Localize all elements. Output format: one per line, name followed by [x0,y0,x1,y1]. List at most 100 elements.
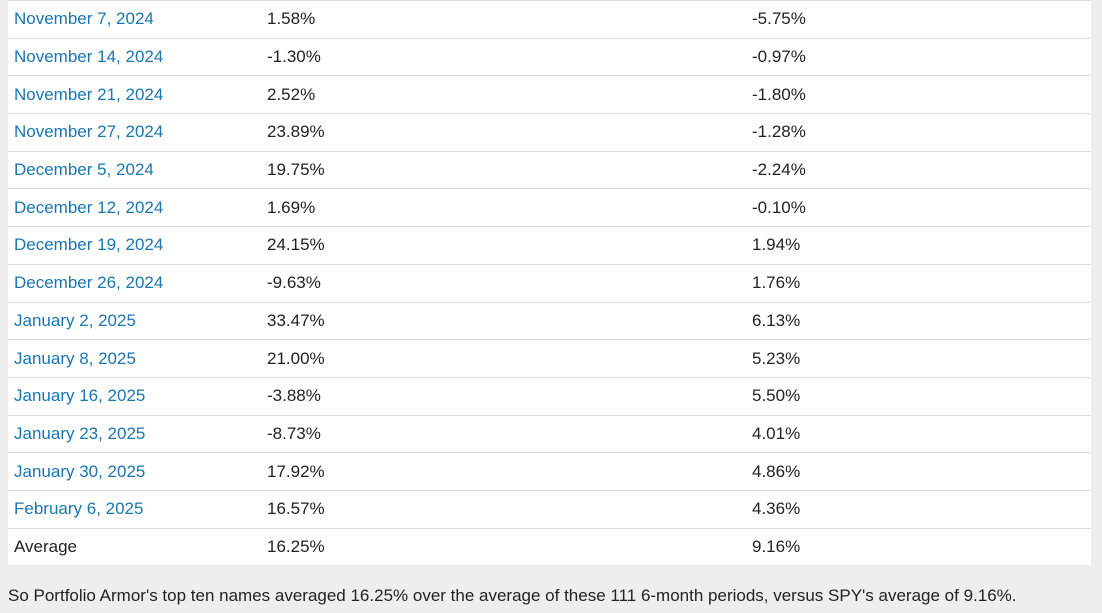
return-value: 16.57% [267,499,325,519]
return-value: -0.10% [752,197,806,217]
table-cell: November 27, 2024 [8,113,261,152]
table-cell: January 2, 2025 [8,301,261,340]
table-row: November 27, 2024 23.89% -1.28% [8,113,1091,152]
table-cell: 4.36% [746,489,1091,529]
return-value: 33.47% [267,310,325,330]
table-cell: December 12, 2024 [8,188,261,227]
footer-text: So Portfolio Armor's top ten names avera… [8,586,1017,605]
table-cell: 1.76% [746,263,1091,302]
table-cell: -0.97% [746,37,1091,76]
table-cell: January 8, 2025 [8,339,261,378]
date-link[interactable]: January 30, 2025 [14,461,146,481]
return-value: -1.80% [752,84,806,104]
return-value: -0.97% [752,47,806,67]
table-cell: November 7, 2024 [8,0,261,39]
table-row: Average 16.25% 9.16% [8,527,1091,566]
table-row: January 16, 2025 -3.88% 5.50% [8,376,1091,416]
table-cell: -5.75% [746,0,1091,39]
table-row: November 7, 2024 1.58% -5.75% [8,0,1091,39]
date-link[interactable]: November 27, 2024 [14,122,164,142]
return-value: 4.36% [752,499,801,519]
return-value: -8.73% [267,423,321,443]
table-cell: January 30, 2025 [8,452,261,491]
table-cell: February 6, 2025 [8,489,261,529]
table-cell: -1.30% [261,37,746,76]
return-value: 21.00% [267,348,325,368]
return-value: 6.13% [752,310,801,330]
table-cell: 1.58% [261,0,746,39]
table-cell: 16.25% [261,527,746,566]
table-row: November 14, 2024 -1.30% -0.97% [8,37,1091,76]
table-row: November 21, 2024 2.52% -1.80% [8,75,1091,114]
table-cell: 6.13% [746,301,1091,340]
return-value: 24.15% [267,235,325,255]
date-link[interactable]: January 2, 2025 [14,310,136,330]
table-cell: -8.73% [261,414,746,453]
table-cell: December 26, 2024 [8,263,261,302]
table-cell: 4.01% [746,414,1091,453]
return-value: 2.52% [267,84,316,104]
table-row: February 6, 2025 16.57% 4.36% [8,489,1091,529]
table-cell: November 14, 2024 [8,37,261,76]
table-cell: 5.23% [746,339,1091,378]
return-value: -5.75% [752,9,806,29]
table-cell: 23.89% [261,113,746,152]
table-cell: 1.69% [261,188,746,227]
table-row: December 19, 2024 24.15% 1.94% [8,226,1091,265]
return-value: 5.50% [752,386,801,406]
date-link[interactable]: January 23, 2025 [14,423,146,443]
date-link[interactable]: December 26, 2024 [14,273,164,293]
table-cell: 5.50% [746,376,1091,416]
table-row: January 23, 2025 -8.73% 4.01% [8,414,1091,453]
return-value: 16.25% [267,536,325,556]
date-link[interactable]: February 6, 2025 [14,499,144,519]
table-cell: 33.47% [261,301,746,340]
return-value: -1.30% [267,47,321,67]
table-cell: -0.10% [746,188,1091,227]
table-row: January 2, 2025 33.47% 6.13% [8,301,1091,340]
table-cell: November 21, 2024 [8,75,261,114]
date-link[interactable]: January 16, 2025 [14,386,146,406]
table-cell: 2.52% [261,75,746,114]
return-value: -1.28% [752,122,806,142]
return-value: 19.75% [267,160,325,180]
table-cell: 9.16% [746,527,1091,566]
date-link[interactable]: January 8, 2025 [14,348,136,368]
table-row: December 12, 2024 1.69% -0.10% [8,188,1091,227]
table-cell: -3.88% [261,376,746,416]
return-value: 1.76% [752,273,801,293]
table-row: January 8, 2025 21.00% 5.23% [8,339,1091,378]
table-cell: -9.63% [261,263,746,302]
return-value: 1.69% [267,197,316,217]
date-link[interactable]: December 19, 2024 [14,235,164,255]
date-link[interactable]: December 5, 2024 [14,160,154,180]
table-row: January 30, 2025 17.92% 4.86% [8,452,1091,491]
table-cell: 21.00% [261,339,746,378]
return-value: 5.23% [752,348,801,368]
table-cell: December 5, 2024 [8,150,261,189]
table-cell: 4.86% [746,452,1091,491]
return-value: 17.92% [267,461,325,481]
table-cell: January 23, 2025 [8,414,261,453]
row-label: Average [14,536,78,556]
return-value: 4.01% [752,423,801,443]
table-row: December 5, 2024 19.75% -2.24% [8,150,1091,189]
table-cell: 16.57% [261,489,746,529]
return-value: -9.63% [267,273,321,293]
table-cell: -1.28% [746,113,1091,152]
table-cell: December 19, 2024 [8,226,261,265]
date-link[interactable]: November 14, 2024 [14,47,164,67]
date-link[interactable]: November 21, 2024 [14,84,164,104]
table-row: December 26, 2024 -9.63% 1.76% [8,263,1091,302]
table-cell: 19.75% [261,150,746,189]
table-cell: Average [8,527,261,566]
return-value: 1.94% [752,235,801,255]
date-link[interactable]: November 7, 2024 [14,9,154,29]
return-value: 9.16% [752,536,801,556]
date-link[interactable]: December 12, 2024 [14,197,164,217]
return-value: -3.88% [267,386,321,406]
table-cell: 1.94% [746,226,1091,265]
return-value: -2.24% [752,160,806,180]
returns-table: November 7, 2024 1.58% -5.75% November 14, … [8,0,1091,566]
